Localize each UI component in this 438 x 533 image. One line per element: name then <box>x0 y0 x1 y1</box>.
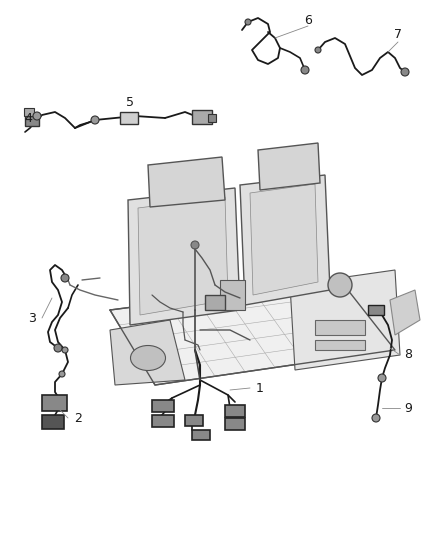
Polygon shape <box>110 320 185 385</box>
Bar <box>192 430 210 440</box>
Text: 9: 9 <box>404 401 412 415</box>
Text: 3: 3 <box>28 311 36 325</box>
Bar <box>42 415 64 429</box>
Circle shape <box>191 241 199 249</box>
Ellipse shape <box>131 345 166 370</box>
Bar <box>220 280 245 310</box>
Circle shape <box>91 116 99 124</box>
Text: 5: 5 <box>126 95 134 109</box>
Polygon shape <box>128 188 240 325</box>
Circle shape <box>378 374 386 382</box>
Circle shape <box>328 273 352 297</box>
Circle shape <box>62 347 68 353</box>
Bar <box>205 295 225 310</box>
Circle shape <box>33 112 41 120</box>
Bar <box>25 116 39 126</box>
Bar <box>185 415 203 426</box>
Circle shape <box>61 274 69 282</box>
Bar <box>315 340 365 350</box>
Text: 7: 7 <box>394 28 402 42</box>
Text: 6: 6 <box>304 13 312 27</box>
Polygon shape <box>240 175 330 305</box>
Circle shape <box>59 371 65 377</box>
Polygon shape <box>110 280 395 385</box>
Circle shape <box>301 66 309 74</box>
Polygon shape <box>258 143 320 190</box>
Bar <box>120 112 138 124</box>
Circle shape <box>54 344 62 352</box>
Bar <box>225 418 245 430</box>
Polygon shape <box>290 270 400 370</box>
Circle shape <box>401 68 409 76</box>
Bar <box>225 405 245 417</box>
Bar <box>368 305 384 315</box>
Polygon shape <box>138 197 228 315</box>
Text: 1: 1 <box>256 382 264 394</box>
Polygon shape <box>148 157 225 207</box>
Text: 8: 8 <box>404 349 412 361</box>
Text: 2: 2 <box>74 411 82 424</box>
Circle shape <box>372 414 380 422</box>
Bar <box>42 395 67 411</box>
Polygon shape <box>390 290 420 335</box>
Polygon shape <box>250 184 318 295</box>
Circle shape <box>315 47 321 53</box>
Bar <box>152 415 174 427</box>
Bar <box>208 114 216 122</box>
Bar <box>152 400 174 412</box>
Bar <box>24 108 34 116</box>
Bar <box>315 320 365 335</box>
Circle shape <box>245 19 251 25</box>
Text: 4: 4 <box>24 111 32 125</box>
Bar <box>192 110 212 124</box>
